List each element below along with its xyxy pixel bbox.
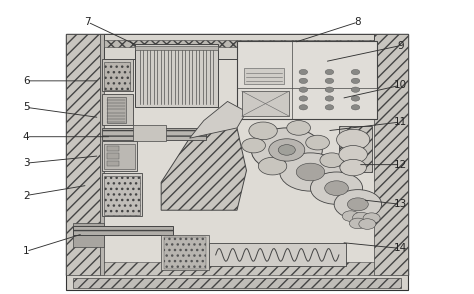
Bar: [135, 44, 218, 107]
Text: 14: 14: [394, 243, 407, 253]
Bar: [102, 141, 137, 171]
Circle shape: [325, 69, 334, 75]
Bar: [66, 34, 408, 275]
Text: 12: 12: [394, 160, 407, 170]
Circle shape: [347, 198, 368, 211]
Bar: [73, 226, 173, 235]
Text: 6: 6: [23, 76, 29, 86]
Circle shape: [320, 153, 344, 168]
Circle shape: [363, 213, 380, 223]
Circle shape: [299, 69, 308, 75]
Bar: [104, 262, 374, 275]
Circle shape: [278, 145, 295, 155]
Circle shape: [251, 128, 322, 172]
Bar: [102, 173, 142, 216]
Circle shape: [242, 138, 265, 153]
Circle shape: [296, 163, 325, 181]
Circle shape: [353, 212, 370, 223]
Bar: [339, 126, 372, 172]
Bar: [107, 146, 118, 151]
Text: 4: 4: [23, 132, 29, 142]
Text: 3: 3: [23, 158, 29, 168]
Bar: [104, 62, 130, 90]
Circle shape: [299, 87, 308, 92]
Bar: [104, 40, 374, 47]
Bar: [66, 273, 408, 290]
Text: 2: 2: [23, 191, 29, 201]
Bar: [135, 46, 218, 50]
Bar: [100, 34, 104, 275]
Bar: [374, 34, 408, 275]
Circle shape: [351, 105, 360, 110]
Circle shape: [299, 78, 308, 83]
Bar: [237, 41, 377, 119]
Circle shape: [269, 139, 305, 161]
Circle shape: [325, 181, 348, 196]
Bar: [107, 153, 118, 159]
Bar: [104, 34, 374, 59]
Polygon shape: [161, 118, 246, 210]
Circle shape: [334, 190, 382, 219]
Bar: [102, 94, 133, 125]
Circle shape: [280, 153, 341, 191]
Circle shape: [349, 218, 366, 229]
Text: 7: 7: [84, 17, 91, 27]
Circle shape: [325, 105, 334, 110]
Circle shape: [351, 96, 360, 101]
Bar: [102, 128, 206, 140]
Circle shape: [351, 69, 360, 75]
Circle shape: [325, 78, 334, 83]
Bar: [104, 144, 135, 169]
Circle shape: [325, 87, 334, 92]
Circle shape: [359, 219, 376, 229]
Circle shape: [339, 146, 367, 163]
Bar: [107, 97, 126, 123]
Text: 8: 8: [355, 17, 361, 27]
Text: 10: 10: [394, 80, 407, 90]
Text: 1: 1: [23, 246, 29, 256]
Circle shape: [287, 121, 310, 135]
Circle shape: [258, 157, 287, 175]
Bar: [73, 223, 104, 247]
Bar: [209, 243, 346, 266]
Circle shape: [306, 135, 329, 150]
Circle shape: [249, 122, 277, 140]
Circle shape: [325, 96, 334, 101]
Polygon shape: [190, 101, 246, 138]
Bar: [66, 34, 100, 275]
Bar: [104, 176, 140, 215]
Text: 9: 9: [397, 41, 404, 51]
Bar: [73, 278, 401, 288]
Bar: [242, 91, 289, 116]
Circle shape: [299, 96, 308, 101]
Circle shape: [299, 105, 308, 110]
Bar: [244, 68, 284, 84]
Bar: [161, 235, 209, 270]
Text: 11: 11: [394, 117, 407, 127]
Circle shape: [340, 159, 366, 176]
Bar: [102, 59, 133, 91]
Circle shape: [337, 129, 370, 150]
Bar: [133, 125, 166, 141]
Circle shape: [342, 211, 359, 221]
Bar: [164, 237, 206, 269]
Bar: [107, 161, 118, 166]
Text: 5: 5: [23, 102, 29, 112]
Text: 13: 13: [394, 199, 407, 209]
Circle shape: [351, 87, 360, 92]
Circle shape: [310, 172, 363, 204]
Circle shape: [351, 78, 360, 83]
